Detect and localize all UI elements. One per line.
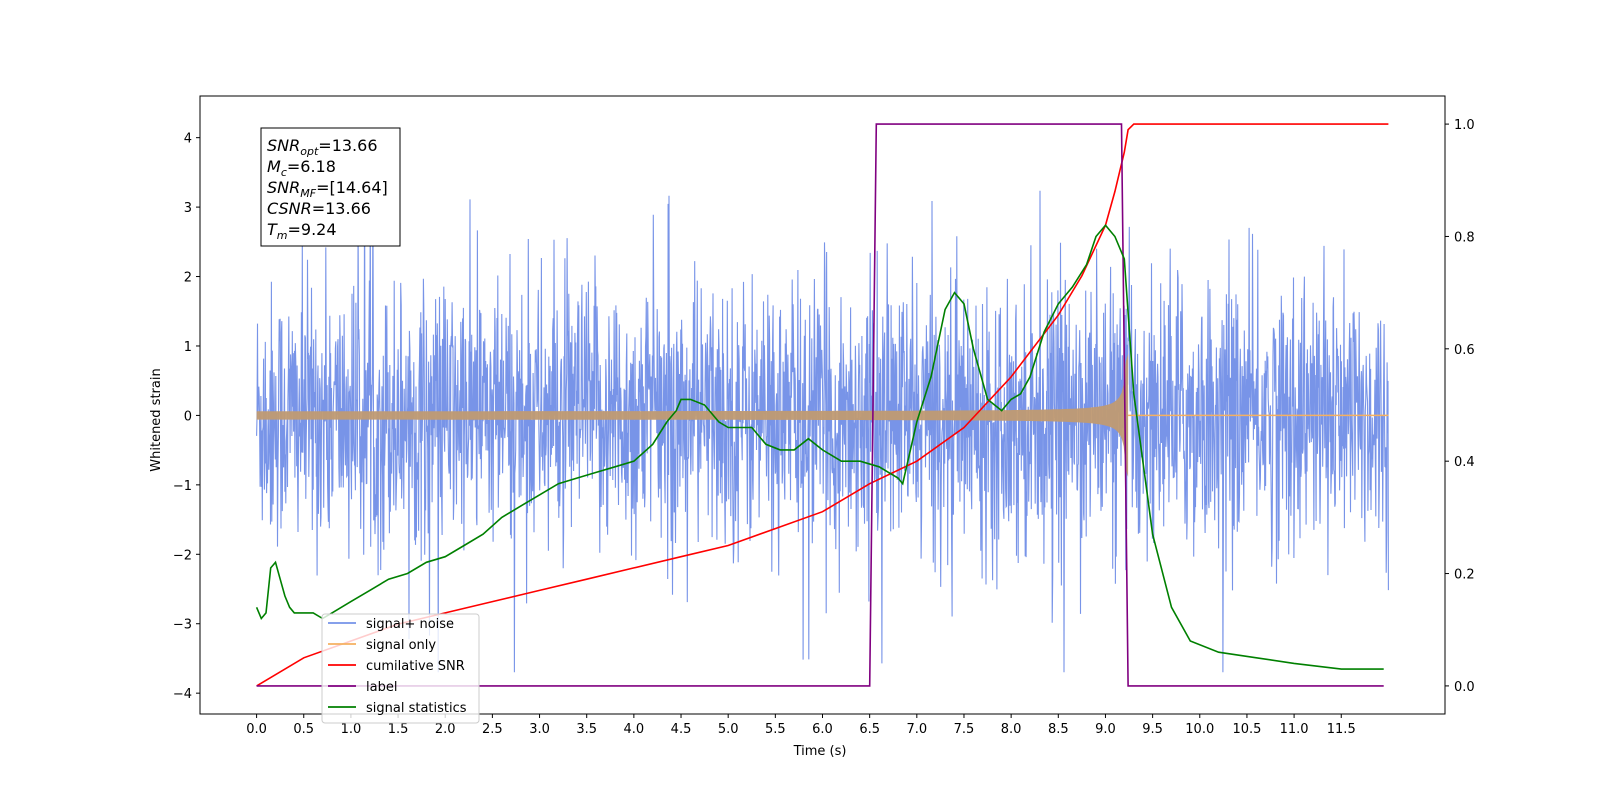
x-tick-label: 0.5: [293, 722, 314, 737]
y2-tick-label: 0.0: [1454, 680, 1475, 695]
x-tick-label: 10.5: [1232, 722, 1261, 737]
x-tick-label: 7.5: [954, 722, 975, 737]
y-axis-left: 4 3 2 1 0 −1 −2 −3 −4: [173, 132, 200, 702]
x-tick-label: 2.0: [435, 722, 456, 737]
x-tick-label: 11.0: [1280, 722, 1309, 737]
y-tick-label: 3: [184, 201, 192, 216]
info-row: SNRMF=[14.64]: [267, 178, 388, 200]
legend-entry: signal statistics: [366, 701, 467, 716]
y-tick-label: 4: [184, 132, 192, 147]
x-tick-label: 5.0: [718, 722, 739, 737]
x-tick-label: 2.5: [482, 722, 503, 737]
signal-noise-line: [256, 141, 1389, 673]
x-tick-label: 9.5: [1142, 722, 1163, 737]
x-tick-label: 1.5: [388, 722, 409, 737]
info-row: CSNR=13.66: [267, 199, 371, 218]
signal-only-series: [256, 354, 1389, 477]
x-tick-label: 3.5: [576, 722, 597, 737]
signal-only-envelope: [256, 354, 1129, 477]
y2-tick-label: 0.4: [1454, 455, 1475, 470]
x-tick-label: 5.5: [765, 722, 786, 737]
x-tick-label: 11.5: [1327, 722, 1356, 737]
y2-tick-label: 0.6: [1454, 343, 1475, 358]
signal-noise-series: [256, 141, 1389, 673]
x-tick-label: 6.5: [859, 722, 880, 737]
y-tick-label: 2: [184, 271, 192, 286]
x-tick-label: 1.0: [341, 722, 362, 737]
legend-entry: cumilative SNR: [366, 659, 465, 674]
series-line-3: [256, 123, 1384, 687]
y-tick-label: −2: [173, 548, 192, 563]
x-tick-label: 10.0: [1185, 722, 1214, 737]
legend-entry: signal only: [366, 638, 436, 653]
x-tick-label: 4.0: [624, 722, 645, 737]
series-line-2: [256, 123, 1389, 687]
info-row: Mc=6.18: [267, 157, 336, 179]
x-tick-label: 9.0: [1095, 722, 1116, 737]
info-box: SNRopt=13.66Mc=6.18SNRMF=[14.64]CSNR=13.…: [260, 127, 401, 247]
x-axis: 0.0 0.5 1.0 1.5 2.0 2.5 3.0 3.5 4.0 4.5 5.0 5.5 6.0 6…: [246, 714, 1356, 737]
y2-tick-label: 1.0: [1454, 118, 1475, 133]
y2-tick-label: 0.8: [1454, 230, 1475, 245]
plot-area: [255, 123, 1389, 687]
y-tick-label: −4: [173, 687, 192, 702]
x-axis-label: Time (s): [793, 744, 847, 759]
y-tick-label: 0: [184, 409, 192, 424]
legend-entry: signal+ noise: [366, 617, 454, 632]
x-tick-label: 3.0: [529, 722, 550, 737]
legend-entry: label: [366, 680, 397, 695]
x-tick-label: 6.0: [812, 722, 833, 737]
x-tick-label: 0.0: [246, 722, 267, 737]
info-row: Tm=9.24: [267, 220, 337, 242]
x-tick-label: 7.0: [906, 722, 927, 737]
y-axis-label: Whitened strain: [149, 368, 164, 471]
info-row: SNRopt=13.66: [267, 136, 378, 158]
x-tick-label: 8.5: [1048, 722, 1069, 737]
y-tick-label: −1: [173, 479, 192, 494]
y-axis-right: 1.0 0.8 0.6 0.4 0.2 0.0: [1445, 118, 1475, 695]
legend: signal+ noise signal only cumilative SNR la…: [321, 613, 480, 724]
y-tick-label: 1: [184, 340, 192, 355]
y-tick-label: −3: [173, 618, 192, 633]
y2-tick-label: 0.2: [1454, 568, 1475, 583]
x-tick-label: 4.5: [671, 722, 692, 737]
x-tick-label: 8.0: [1001, 722, 1022, 737]
